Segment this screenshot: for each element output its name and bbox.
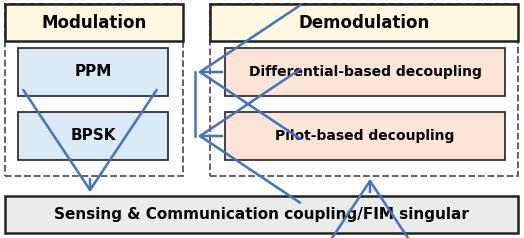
- FancyArrowPatch shape: [200, 69, 300, 203]
- Text: Modulation: Modulation: [41, 14, 147, 31]
- Text: Pilot-based decoupling: Pilot-based decoupling: [275, 129, 455, 143]
- Text: Sensing & Communication coupling/FIM singular: Sensing & Communication coupling/FIM sin…: [54, 207, 469, 222]
- Text: Differential-based decoupling: Differential-based decoupling: [248, 65, 482, 79]
- FancyArrowPatch shape: [200, 5, 300, 139]
- FancyBboxPatch shape: [18, 112, 168, 160]
- FancyBboxPatch shape: [5, 196, 518, 233]
- Text: BPSK: BPSK: [70, 129, 116, 144]
- Text: Demodulation: Demodulation: [298, 14, 430, 31]
- FancyBboxPatch shape: [5, 4, 183, 41]
- FancyArrowPatch shape: [24, 90, 157, 190]
- FancyBboxPatch shape: [210, 4, 518, 41]
- FancyBboxPatch shape: [225, 48, 505, 96]
- FancyBboxPatch shape: [18, 48, 168, 96]
- FancyArrowPatch shape: [303, 181, 436, 238]
- Text: PPM: PPM: [74, 64, 112, 79]
- FancyBboxPatch shape: [225, 112, 505, 160]
